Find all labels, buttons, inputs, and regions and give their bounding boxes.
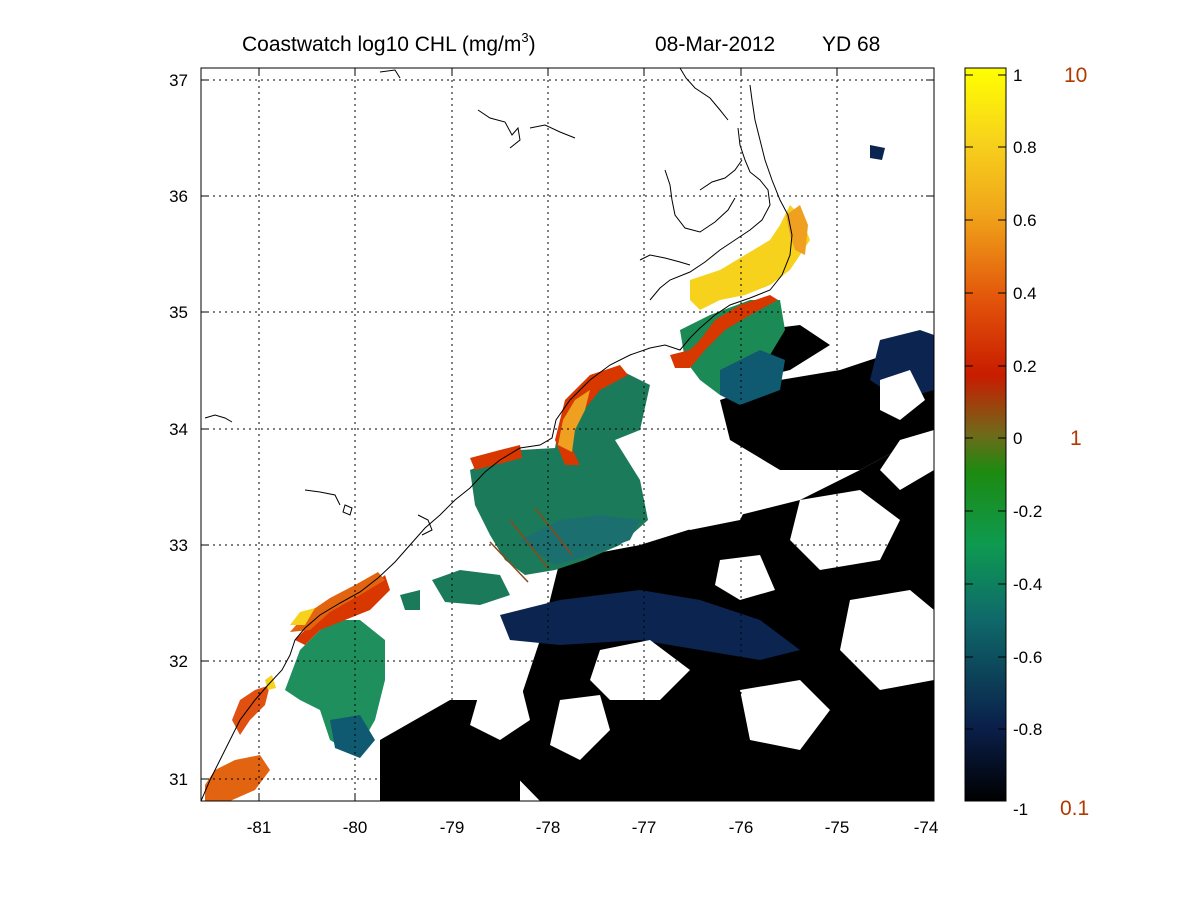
colorbar-tick-label: -0.6 bbox=[1013, 648, 1042, 667]
colorbar-tick-label: 0.8 bbox=[1013, 138, 1037, 157]
colorbar-tick-label: -1 bbox=[1013, 800, 1028, 819]
colorbar-tick-label: -0.8 bbox=[1013, 720, 1042, 739]
map-title: Coastwatch log10 CHL (mg/m3) bbox=[242, 30, 536, 56]
lat-tick-label: 32 bbox=[169, 652, 188, 671]
cloud-gaps bbox=[470, 370, 934, 760]
colorbar-value-label: 1 bbox=[1070, 427, 1082, 450]
lon-tick-label: -81 bbox=[247, 818, 272, 837]
map-panel bbox=[201, 68, 934, 801]
axis-tick-marks bbox=[201, 68, 934, 801]
colorbar-tick-label: 0.2 bbox=[1013, 357, 1037, 376]
date-label: 08-Mar-2012 bbox=[655, 33, 775, 56]
lon-tick-label: -79 bbox=[440, 818, 465, 837]
lat-tick-label: 31 bbox=[169, 770, 188, 789]
lat-tick-label: 33 bbox=[169, 536, 188, 555]
colorbar-value-label: 0.1 bbox=[1060, 797, 1089, 820]
colorbar-tick-label: 0.6 bbox=[1013, 211, 1037, 230]
map-frame bbox=[200, 67, 935, 802]
lon-tick-label: -76 bbox=[729, 818, 754, 837]
colorbar-tick-label: -0.2 bbox=[1013, 502, 1042, 521]
lat-tick-label: 36 bbox=[169, 187, 188, 206]
grid-lines bbox=[201, 68, 934, 801]
lat-tick-label: 35 bbox=[169, 303, 188, 322]
colorbar-tick-label: 0 bbox=[1013, 429, 1022, 448]
coastline bbox=[201, 68, 793, 801]
yearday-label: YD 68 bbox=[822, 33, 880, 56]
lon-tick-label: -77 bbox=[632, 818, 657, 837]
transect-lines bbox=[489, 507, 573, 583]
lat-tick-label: 37 bbox=[169, 71, 188, 90]
colorbar-tick-label: 0.4 bbox=[1013, 284, 1037, 303]
colorbar-gradient bbox=[964, 67, 1007, 802]
nearshore-high-chl bbox=[205, 205, 810, 801]
lon-tick-label: -74 bbox=[914, 818, 939, 837]
colorbar-value-label: 10 bbox=[1064, 64, 1087, 87]
lon-tick-label: -80 bbox=[343, 818, 368, 837]
lat-tick-label: 34 bbox=[169, 420, 188, 439]
lon-tick-label: -78 bbox=[536, 818, 561, 837]
colorbar: 1 0.8 0.6 0.4 0.2 0 -0.2 -0.4 -0.6 -0.8 … bbox=[964, 64, 1089, 820]
longitude-labels: -81 -80 -79 -78 -77 -76 -75 -74 bbox=[247, 818, 939, 837]
lon-tick-label: -75 bbox=[825, 818, 850, 837]
colorbar-tick-label: 1 bbox=[1013, 66, 1022, 85]
latitude-labels: 31 32 33 34 35 36 37 bbox=[169, 71, 188, 789]
colorbar-tick-label: -0.4 bbox=[1013, 575, 1042, 594]
